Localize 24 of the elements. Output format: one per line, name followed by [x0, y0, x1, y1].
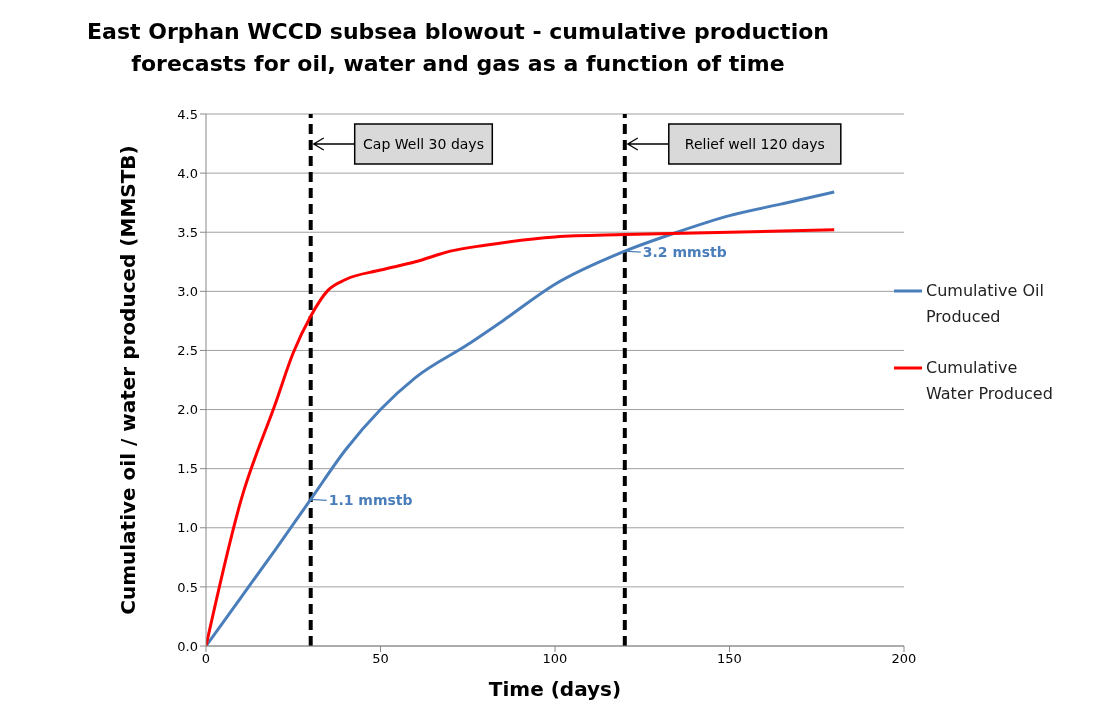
- legend-label: Cumulative Water Produced: [926, 357, 1054, 405]
- y-tick-label: 4.0: [177, 165, 198, 181]
- y-tick-label: 2.5: [177, 343, 198, 359]
- x-axis-title: Time (days): [488, 677, 622, 701]
- x-tick-label: 200: [891, 651, 917, 667]
- legend-label: Cumulative Oil Produced: [926, 280, 1045, 328]
- annotation: 1.1 mmstb: [328, 492, 413, 509]
- y-tick-label: 3.0: [177, 283, 198, 299]
- ref-line-label: Cap Well 30 days: [363, 136, 484, 152]
- ref-line-label: Relief well 120 days: [684, 136, 825, 152]
- y-tick-label: 0.0: [177, 638, 198, 654]
- x-tick-label: 100: [542, 651, 568, 667]
- y-tick-label: 0.5: [177, 579, 198, 595]
- annotation: 3.2 mmstb: [642, 244, 727, 261]
- y-tick-label: 2.0: [177, 402, 198, 418]
- y-axis-title: Cumulative oil / water produced (MMSTB): [116, 145, 141, 615]
- x-tick-label: 150: [717, 651, 742, 667]
- y-tick-label: 3.5: [177, 224, 198, 240]
- x-tick-label: 50: [372, 651, 389, 667]
- y-tick-label: 1.0: [177, 520, 198, 536]
- y-tick-label: 1.5: [177, 461, 198, 477]
- y-tick-label: 4.5: [177, 106, 198, 122]
- chart-title: East Orphan WCCD subsea blowout - cumulative production forecasts for oil, water and gas as a function of time: [86, 18, 830, 78]
- x-tick-label: 0: [201, 651, 211, 667]
